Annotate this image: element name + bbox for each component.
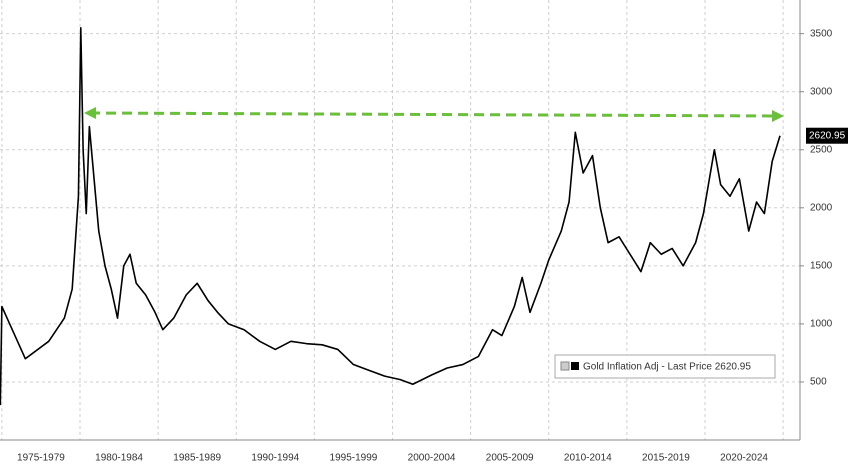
annotation-arrow <box>84 107 784 122</box>
x-tick-label: 1980-1984 <box>95 453 143 464</box>
x-tick-label: 1975-1979 <box>17 453 65 464</box>
legend: Gold Inflation Adj - Last Price 2620.95 <box>554 354 776 379</box>
x-tick-label: 1995-1999 <box>330 453 378 464</box>
y-tick-label: 3000 <box>810 86 833 97</box>
y-tick-label: 1500 <box>810 260 833 271</box>
legend-box <box>554 354 776 379</box>
legend-swatch <box>571 362 579 370</box>
x-tick-label: 1985-1989 <box>173 453 221 464</box>
last-value-label: 2620.95 <box>809 130 846 141</box>
plot <box>0 27 781 406</box>
x-tick-label: 2015-2019 <box>642 453 690 464</box>
y-tick-label: 3500 <box>810 28 833 39</box>
legend-label: Gold Inflation Adj - Last Price 2620.95 <box>583 362 751 373</box>
x-tick-label: 2005-2009 <box>486 453 534 464</box>
series-line <box>0 27 781 406</box>
x-tick-label: 2010-2014 <box>564 453 612 464</box>
x-tick-label: 1990-1994 <box>251 453 299 464</box>
y-tick-label: 1000 <box>810 319 833 330</box>
x-tick-label: 2000-2004 <box>408 453 456 464</box>
x-tick-label: 2020-2024 <box>720 453 768 464</box>
y-tick-label: 2500 <box>810 144 833 155</box>
last-value-box <box>806 127 848 144</box>
legend-checkbox <box>560 361 570 371</box>
y-tick-label: 2000 <box>810 202 833 213</box>
y-tick-label: 500 <box>810 377 827 388</box>
